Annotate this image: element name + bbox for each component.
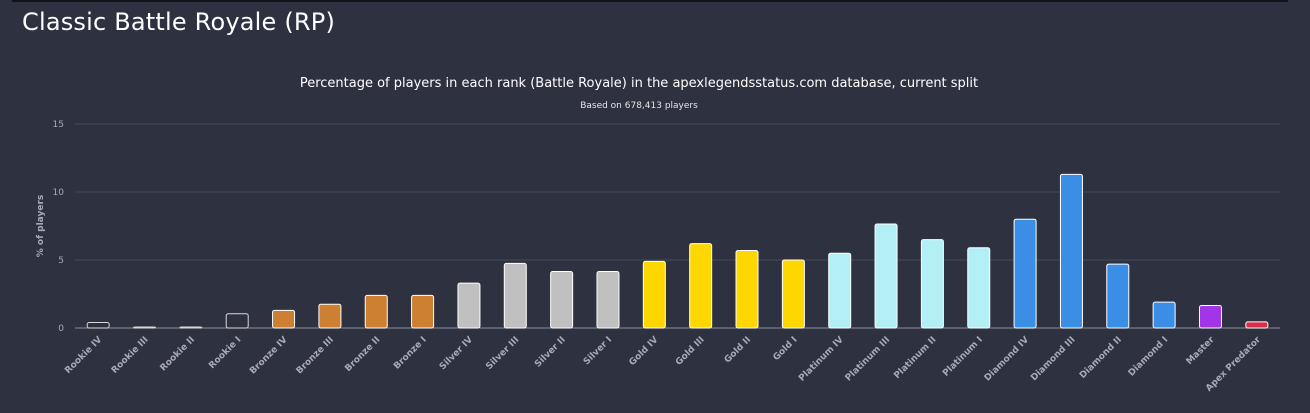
x-tick-label: Silver I xyxy=(582,335,614,367)
x-tick-label: Platinum I xyxy=(941,335,985,379)
top-divider xyxy=(12,0,1288,2)
bar-rookie-iii[interactable] xyxy=(133,326,157,329)
y-tick-label: 10 xyxy=(53,188,65,198)
y-tick-label: 5 xyxy=(58,256,64,266)
bar-rookie-iv[interactable] xyxy=(86,322,110,329)
bar-silver-iv[interactable] xyxy=(457,282,481,329)
bar-gold-iv[interactable] xyxy=(642,260,666,329)
bar-silver-iii[interactable] xyxy=(503,262,527,329)
x-tick-label: Bronze II xyxy=(343,335,382,374)
bar-diamond-i[interactable] xyxy=(1152,301,1176,329)
x-tick-label: Diamond I xyxy=(1127,335,1171,379)
x-tick-label: Rookie II xyxy=(159,335,197,373)
x-tick-label: Bronze I xyxy=(392,335,429,372)
bar-diamond-ii[interactable] xyxy=(1106,263,1130,329)
bar-silver-ii[interactable] xyxy=(550,271,574,329)
x-tick-label: Platinum III xyxy=(844,335,892,383)
x-tick-label: Diamond IV xyxy=(983,335,1031,383)
bar-bronze-ii[interactable] xyxy=(364,294,388,329)
x-tick-label: Rookie I xyxy=(207,335,243,371)
bar-apex-predator[interactable] xyxy=(1245,321,1269,329)
x-tick-label: Diamond III xyxy=(1029,335,1077,383)
chart-subtitle: Based on 678,413 players xyxy=(580,101,698,111)
bar-bronze-iii[interactable] xyxy=(318,303,342,329)
x-tick-label: Gold III xyxy=(674,335,707,368)
y-tick-label: 15 xyxy=(53,120,64,130)
x-tick-label: Rookie III xyxy=(110,335,151,376)
x-tick-label: Diamond II xyxy=(1078,335,1124,381)
x-tick-label: Gold II xyxy=(723,335,753,365)
x-tick-label: Platinum II xyxy=(892,335,938,381)
bar-platinum-i[interactable] xyxy=(967,247,991,329)
bar-gold-i[interactable] xyxy=(781,259,805,329)
x-tick-label: Gold I xyxy=(771,335,799,363)
bar-silver-i[interactable] xyxy=(596,271,620,329)
x-tick-label: Rookie IV xyxy=(63,335,104,376)
bar-gold-ii[interactable] xyxy=(735,249,759,329)
bar-bronze-iv[interactable] xyxy=(272,309,296,329)
x-tick-label: Silver II xyxy=(533,335,568,370)
x-tick-label: Gold IV xyxy=(628,335,661,368)
y-axis-label: % of players xyxy=(36,195,46,257)
x-tick-label: Bronze IV xyxy=(248,335,290,377)
bar-master[interactable] xyxy=(1198,305,1222,329)
chart-title: Percentage of players in each rank (Batt… xyxy=(300,76,978,91)
bar-platinum-iv[interactable] xyxy=(828,252,852,329)
bar-gold-iii[interactable] xyxy=(689,243,713,329)
bar-bronze-i[interactable] xyxy=(411,294,435,329)
x-tick-label: Platinum IV xyxy=(797,335,846,384)
y-tick-label: 0 xyxy=(58,324,64,334)
bar-rookie-ii[interactable] xyxy=(179,326,203,329)
x-tick-label: Silver III xyxy=(484,335,521,372)
page-title: Classic Battle Royale (RP) xyxy=(22,8,336,36)
bar-platinum-ii[interactable] xyxy=(920,239,944,329)
x-tick-label: Master xyxy=(1185,335,1217,367)
bar-rookie-i[interactable] xyxy=(225,313,249,329)
bar-diamond-iii[interactable] xyxy=(1059,173,1083,329)
x-tick-label: Bronze III xyxy=(295,335,336,376)
x-tick-label: Silver IV xyxy=(438,335,475,372)
bar-diamond-iv[interactable] xyxy=(1013,218,1037,329)
bar-platinum-iii[interactable] xyxy=(874,223,898,329)
